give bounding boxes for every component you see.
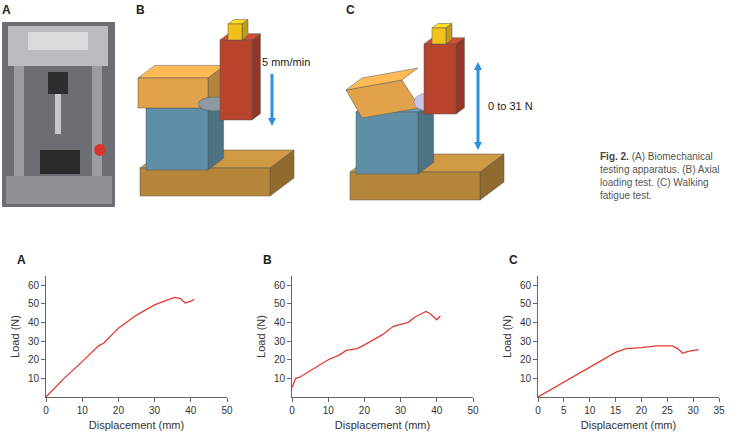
svg-text:60: 60 (28, 280, 40, 291)
svg-text:0: 0 (43, 405, 49, 416)
svg-text:10: 10 (274, 373, 286, 384)
svg-text:Displacement (mm): Displacement (mm) (581, 419, 676, 431)
svg-text:60: 60 (520, 280, 532, 291)
svg-text:30: 30 (149, 405, 161, 416)
svg-text:10: 10 (77, 405, 89, 416)
svg-text:0 to 31 N: 0 to 31 N (488, 100, 533, 112)
svg-text:30: 30 (274, 336, 286, 347)
svg-text:30: 30 (688, 405, 700, 416)
svg-text:35: 35 (713, 405, 725, 416)
svg-text:50: 50 (467, 405, 479, 416)
svg-text:10: 10 (584, 405, 596, 416)
svg-text:20: 20 (359, 405, 371, 416)
svg-text:30: 30 (28, 336, 40, 347)
svg-text:A: A (17, 253, 26, 267)
svg-text:50: 50 (520, 298, 532, 309)
svg-text:15: 15 (610, 405, 622, 416)
html-text:Fig. 2. (A) Biomechanical test: Fig. 2. (A) Biomechanical testing appara… (600, 151, 720, 201)
svg-text:60: 60 (274, 280, 286, 291)
svg-text:40: 40 (274, 317, 286, 328)
svg-text:50: 50 (28, 298, 40, 309)
svg-text:25: 25 (662, 405, 674, 416)
svg-text:20: 20 (636, 405, 648, 416)
svg-text:Load (N): Load (N) (501, 315, 513, 358)
svg-text:Displacement (mm): Displacement (mm) (335, 419, 430, 431)
svg-text:10: 10 (520, 373, 532, 384)
svg-text:40: 40 (28, 317, 40, 328)
svg-text:30: 30 (395, 405, 407, 416)
svg-text:40: 40 (520, 317, 532, 328)
svg-text:20: 20 (113, 405, 125, 416)
svg-text:20: 20 (520, 354, 532, 365)
svg-text:0: 0 (289, 405, 295, 416)
svg-text:B: B (136, 3, 145, 17)
svg-text:5 mm/min: 5 mm/min (262, 56, 310, 68)
svg-text:40: 40 (431, 405, 443, 416)
svg-text:5: 5 (561, 405, 567, 416)
svg-text:20: 20 (28, 354, 40, 365)
svg-text:50: 50 (274, 298, 286, 309)
svg-text:Load (N): Load (N) (9, 315, 21, 358)
svg-text:0: 0 (535, 405, 541, 416)
svg-text:Load (N): Load (N) (255, 315, 267, 358)
svg-text:C: C (346, 3, 355, 17)
svg-text:20: 20 (274, 354, 286, 365)
svg-text:B: B (263, 253, 272, 267)
svg-text:Displacement (mm): Displacement (mm) (89, 419, 184, 431)
svg-text:50: 50 (221, 405, 233, 416)
svg-text:10: 10 (28, 373, 40, 384)
svg-text:C: C (509, 253, 518, 267)
svg-text:40: 40 (185, 405, 197, 416)
svg-text:A: A (2, 3, 11, 17)
svg-text:10: 10 (323, 405, 335, 416)
svg-text:30: 30 (520, 336, 532, 347)
